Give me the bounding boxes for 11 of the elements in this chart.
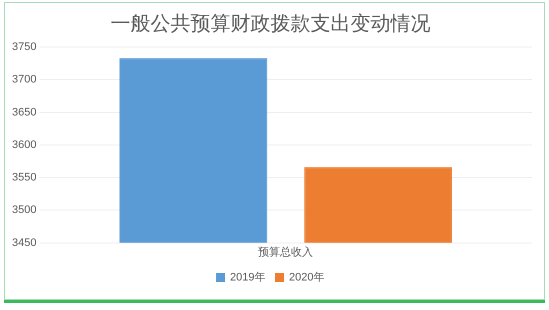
y-tick-label: 3500 [12,204,36,216]
y-tick-label: 3550 [12,172,36,184]
y-tick-label: 3700 [12,74,36,86]
y-tick-label: 3450 [12,236,36,249]
x-tick-label: 预算总收入 [258,245,314,258]
legend-label: 2020年 [289,272,324,284]
legend-label: 2019年 [230,272,266,284]
chart-title: 一般公共预算财政拨款支出变动情况 [110,11,430,36]
y-tick-label: 3750 [12,41,36,54]
y-tick-label: 3600 [12,138,36,151]
y-tick-label: 3650 [12,106,36,118]
